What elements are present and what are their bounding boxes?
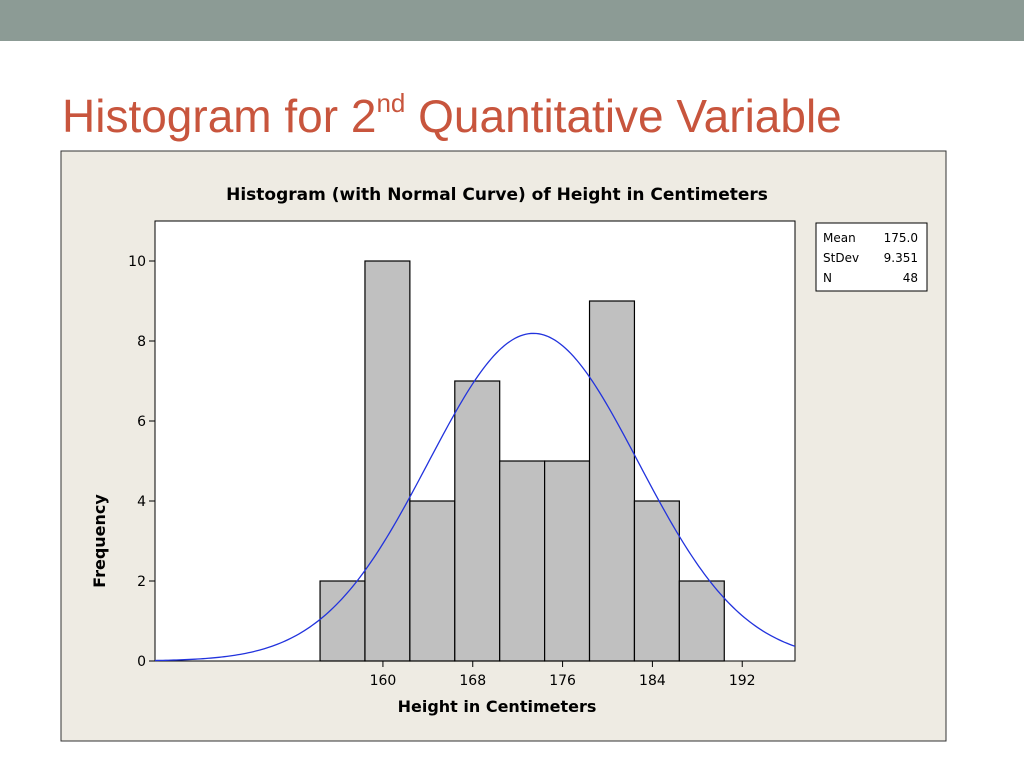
- y-tick-label-4: 4: [137, 494, 146, 510]
- histogram-bar-8: [633, 500, 680, 662]
- histogram-bar-7: [588, 300, 636, 662]
- histogram-bar-2: [364, 260, 411, 662]
- stats-box-frame: [815, 222, 928, 292]
- x-tick-label-176: 176: [549, 673, 576, 689]
- y-tick-label-10: 10: [128, 254, 146, 270]
- x-tick-label-192: 192: [729, 673, 756, 689]
- x-tick-label-184: 184: [639, 673, 666, 689]
- histogram-chart: Histogram (with Normal Curve) of Height …: [60, 150, 947, 742]
- stats-mean-value: 175.0: [884, 231, 918, 245]
- x-axis-label: Height in Centimeters: [398, 697, 597, 716]
- stats-n-value: 48: [903, 271, 918, 285]
- y-tick-label-6: 6: [137, 414, 146, 430]
- y-tick-label-8: 8: [137, 334, 146, 350]
- normal-curve-layer: [154, 332, 796, 662]
- top-bar: [0, 0, 1024, 41]
- histogram-bar-4: [454, 380, 501, 662]
- histogram-bar-6: [544, 460, 591, 662]
- y-axis-label: Frequency: [90, 494, 109, 588]
- histogram-bars: [319, 260, 725, 662]
- stats-n-label: N: [823, 271, 832, 285]
- slide-title: Histogram for 2nd Quantitative Variable: [62, 86, 842, 146]
- y-tick-label-2: 2: [137, 574, 146, 590]
- stats-box: Mean 175.0 StDev 9.351 N 48: [815, 222, 928, 292]
- stats-mean-label: Mean: [823, 231, 856, 245]
- y-tick-label-0: 0: [137, 654, 146, 670]
- stats-stdev-label: StDev: [823, 251, 859, 265]
- histogram-bar-3: [409, 500, 456, 662]
- histogram-bar-9: [678, 580, 725, 662]
- stats-stdev-value: 9.351: [884, 251, 918, 265]
- slide-title-superscript: nd: [376, 88, 406, 118]
- axes: 0 2 4 6 8 10 160 168 176 184 192: [128, 254, 755, 689]
- slide-title-rest: Quantitative Variable: [418, 90, 842, 142]
- chart-title: Histogram (with Normal Curve) of Height …: [226, 185, 768, 205]
- histogram-bar-1: [319, 580, 366, 662]
- histogram-bar-5: [499, 460, 546, 662]
- x-tick-label-160: 160: [370, 673, 397, 689]
- normal-curve: [154, 332, 796, 662]
- slide-title-main: Histogram for 2: [62, 90, 377, 142]
- x-tick-label-168: 168: [459, 673, 486, 689]
